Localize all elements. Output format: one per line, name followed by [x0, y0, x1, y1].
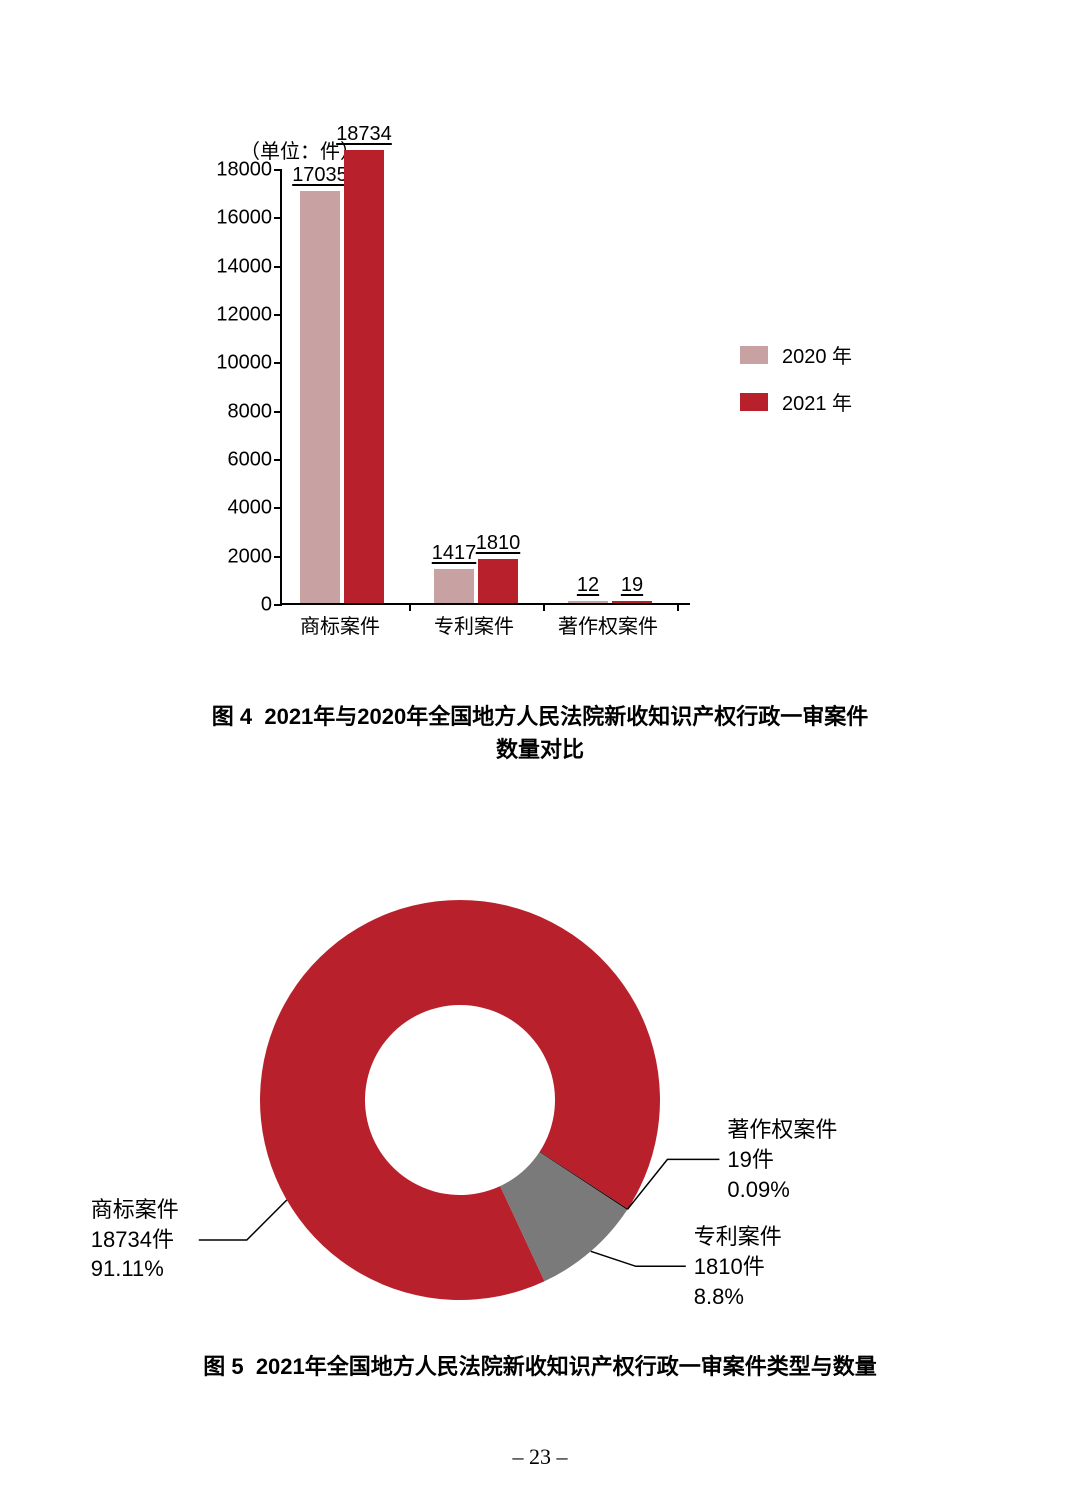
bar-value-label: 17035: [292, 164, 348, 187]
y-tick: [274, 362, 282, 364]
caption-text-line1: 2021年与2020年全国地方人民法院新收知识产权行政一审案件: [264, 704, 868, 729]
bar-value-label: 1810: [476, 532, 521, 555]
y-tick: [274, 556, 282, 558]
bar-legend: 2020 年 2021 年: [740, 340, 852, 434]
page: （单位：件） 020004000600080001000012000140001…: [0, 0, 1080, 1510]
y-tick-label: 0: [192, 594, 272, 617]
caption-text-line2: 数量对比: [496, 737, 584, 762]
y-tick-label: 6000: [192, 449, 272, 472]
x-tick: [409, 603, 411, 611]
slice-count: 19件: [727, 1147, 773, 1172]
legend-item: 2021 年: [740, 387, 852, 416]
caption-prefix: 图 5: [203, 1354, 243, 1379]
bar: [300, 191, 340, 603]
y-tick: [274, 169, 282, 171]
donut-callout: 著作权案件 19件 0.09%: [727, 1115, 837, 1204]
slice-label: 商标案件: [91, 1197, 179, 1222]
bar-plot-area: 0200040006000800010000120001400016000180…: [280, 170, 690, 605]
slice-label: 著作权案件: [727, 1117, 837, 1142]
figure-4-caption: 图 4 2021年与2020年全国地方人民法院新收知识产权行政一审案件 数量对比: [0, 700, 1080, 766]
bar: [344, 150, 384, 603]
legend-swatch: [740, 346, 768, 364]
bar-chart: （单位：件） 020004000600080001000012000140001…: [180, 140, 900, 660]
bar-value-label: 18734: [336, 123, 392, 146]
bar-value-label: 12: [577, 574, 599, 597]
y-tick: [274, 266, 282, 268]
slice-label: 专利案件: [694, 1224, 782, 1249]
y-tick-label: 16000: [192, 207, 272, 230]
legend-item: 2020 年: [740, 340, 852, 369]
y-tick-label: 2000: [192, 545, 272, 568]
donut-chart: 商标案件 18734件 91.11% 著作权案件 19件 0.09% 专利案件 1810件 8.…: [0, 870, 1080, 1330]
bar: [434, 569, 474, 603]
x-category-label: 专利案件: [434, 610, 514, 639]
slice-count: 18734件: [91, 1227, 174, 1252]
y-tick-label: 18000: [192, 159, 272, 182]
slice-pct: 0.09%: [727, 1177, 789, 1202]
legend-swatch: [740, 393, 768, 411]
caption-text: 2021年全国地方人民法院新收知识产权行政一审案件类型与数量: [256, 1354, 877, 1379]
slice-count: 1810件: [694, 1254, 765, 1279]
slice-pct: 8.8%: [694, 1284, 744, 1309]
legend-label: 2021 年: [782, 387, 852, 416]
y-tick-label: 4000: [192, 497, 272, 520]
donut-callout: 商标案件 18734件 91.11%: [91, 1195, 179, 1284]
figure-5-caption: 图 5 2021年全国地方人民法院新收知识产权行政一审案件类型与数量: [0, 1350, 1080, 1383]
x-category-label: 著作权案件: [558, 610, 658, 639]
donut-svg: [260, 900, 660, 1300]
y-tick: [274, 314, 282, 316]
bar-value-label: 1417: [432, 542, 477, 565]
y-tick-label: 8000: [192, 400, 272, 423]
y-tick: [274, 411, 282, 413]
slice-pct: 91.11%: [91, 1256, 164, 1281]
bar: [568, 601, 608, 603]
y-tick-label: 14000: [192, 255, 272, 278]
x-category-label: 商标案件: [300, 610, 380, 639]
y-tick: [274, 604, 282, 606]
x-tick: [677, 603, 679, 611]
x-tick: [543, 603, 545, 611]
bar-value-label: 19: [621, 574, 643, 597]
y-tick-label: 12000: [192, 304, 272, 327]
y-tick: [274, 459, 282, 461]
bar: [612, 601, 652, 603]
bar: [478, 559, 518, 603]
donut-callout: 专利案件 1810件 8.8%: [694, 1222, 782, 1311]
caption-prefix: 图 4: [212, 704, 252, 729]
y-tick: [274, 507, 282, 509]
y-tick-label: 10000: [192, 352, 272, 375]
legend-label: 2020 年: [782, 340, 852, 369]
y-tick: [274, 217, 282, 219]
page-number: – 23 –: [0, 1444, 1080, 1470]
